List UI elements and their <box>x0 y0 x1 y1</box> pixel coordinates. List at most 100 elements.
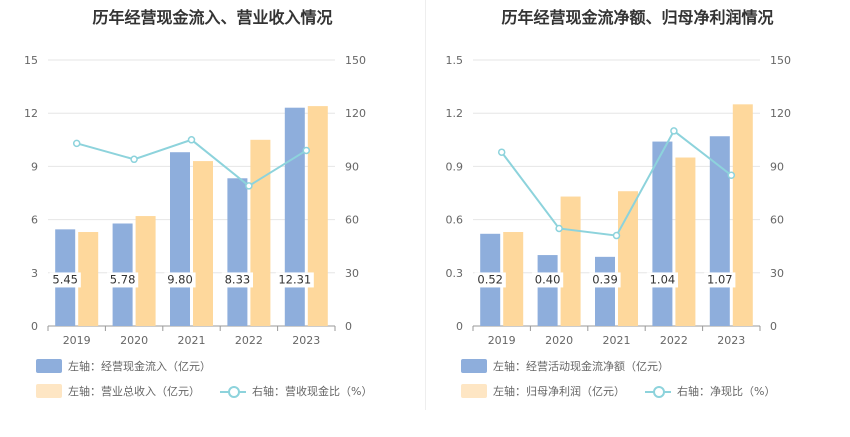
legend-swatch-bar-blue <box>36 359 62 373</box>
left-axis-tick-label: 0 <box>456 320 463 333</box>
legend-swatch-line <box>220 384 246 398</box>
ratio-line <box>76 138 307 188</box>
right-axis-tick-label: 0 <box>770 320 777 333</box>
data-label: 1.07 <box>707 272 733 286</box>
data-label: 5.78 <box>110 272 136 286</box>
x-axis-tick-label: 2023 <box>292 334 320 345</box>
data-label-background <box>164 272 196 288</box>
bar-primary <box>709 136 730 326</box>
x-axis-tick-label: 2022 <box>235 334 263 345</box>
bar-primary <box>170 152 190 326</box>
chart-plot-right: 0 0.3 0.6 0.9 1.2 1.5 0 30 60 90 120 150 2019 2020 202… <box>446 54 792 345</box>
bar-secondary <box>78 232 99 326</box>
right-axis-tick-label: 150 <box>345 54 366 67</box>
bar-primary <box>652 141 673 326</box>
data-label-background <box>589 272 621 288</box>
right-axis-tick-label: 120 <box>770 107 791 120</box>
legend-label: 右轴：营收现金比（%） <box>252 385 373 398</box>
left-axis-tick-label: 0.6 <box>446 214 464 227</box>
ratio-point <box>72 139 81 148</box>
data-label-background <box>646 272 678 288</box>
right-axis-tick-label: 30 <box>770 267 784 280</box>
bar-secondary <box>250 139 271 326</box>
legend-row-1: 左轴：经营活动现金流净额（亿元） <box>461 358 689 374</box>
legend-label: 左轴：经营活动现金流净额（亿元） <box>493 360 669 373</box>
right-axis-tick-label: 60 <box>770 214 784 227</box>
bar-primary <box>595 256 615 326</box>
legend-label: 左轴：经营现金流入（亿元） <box>68 360 211 373</box>
x-axis-tick-label: 2023 <box>717 334 745 345</box>
left-axis-tick-label: 15 <box>24 54 38 67</box>
data-label: 0.39 <box>592 272 618 286</box>
right-axis-tick-label: 90 <box>770 160 784 173</box>
left-axis-tick-label: 0.3 <box>446 267 464 280</box>
x-axis-tick-label: 2021 <box>178 334 206 345</box>
legend-item-cash-inflow[interactable]: 左轴：经营现金流入（亿元） <box>36 358 211 374</box>
right-axis-tick-label: 90 <box>345 160 359 173</box>
bar-secondary <box>732 104 753 326</box>
data-label-background <box>474 272 506 288</box>
chart-panel-left: 历年经营现金流入、营业收入情况 0 3 6 9 12 15 0 30 60 90 120 150 201… <box>24 8 392 399</box>
left-axis-tick-label: 1.5 <box>446 54 464 67</box>
x-axis-tick-label: 2020 <box>120 334 148 345</box>
legend-swatch-bar-orange <box>36 384 62 398</box>
legend-swatch-line <box>645 384 671 398</box>
chart-title: 历年经营现金流入、营业收入情况 <box>92 8 333 27</box>
ratio-point <box>497 148 506 156</box>
data-label-background <box>275 272 314 288</box>
legend-label: 右轴：净现比（%） <box>677 385 776 398</box>
ratio-point <box>727 171 736 180</box>
legend-label: 左轴：营业总收入（亿元） <box>68 385 200 398</box>
right-axis-tick-label: 120 <box>345 107 366 120</box>
data-label: 8.33 <box>225 272 251 286</box>
data-label-background <box>532 272 564 288</box>
ratio-point <box>245 182 253 190</box>
legend-swatch-bar-blue <box>461 359 487 373</box>
bar-secondary <box>193 161 213 326</box>
chart-panel-right: 历年经营现金流净额、归母净利润情况 0 0.3 0.6 0.9 1.2 1.5 0 30 60 9… <box>425 0 850 437</box>
data-label: 0.52 <box>477 272 503 286</box>
legend-item-revenue[interactable]: 左轴：营业总收入（亿元） <box>36 383 200 399</box>
data-label-background <box>49 272 81 288</box>
bar-secondary <box>675 157 696 326</box>
bar-secondary <box>135 216 156 326</box>
bar-secondary <box>618 191 638 326</box>
legend-label: 左轴：归母净利润（亿元） <box>493 385 625 398</box>
legend-item-net-profit[interactable]: 左轴：归母净利润（亿元） <box>461 383 625 399</box>
data-label: 9.80 <box>167 272 193 286</box>
data-label: 1.04 <box>650 272 676 286</box>
x-axis-tick-label: 2019 <box>488 334 516 345</box>
data-label: 5.45 <box>52 272 78 286</box>
bar-secondary <box>560 196 581 326</box>
panel-divider <box>425 0 426 410</box>
bar-primary <box>227 178 248 326</box>
ratio-point <box>130 155 138 164</box>
legend-item-cash-ratio[interactable]: 右轴：营收现金比（%） <box>220 383 372 399</box>
chart-title: 历年经营现金流净额、归母净利润情况 <box>501 8 774 27</box>
legend-swatch-bar-orange <box>461 384 487 398</box>
left-axis-tick-label: 6 <box>31 214 38 227</box>
right-axis-tick-label: 0 <box>345 320 352 333</box>
bar-primary <box>284 107 305 326</box>
legend-row-2: 左轴：归母净利润（亿元） 右轴：净现比（%） <box>461 383 795 399</box>
left-axis-tick-label: 12 <box>24 107 38 120</box>
ratio-point <box>302 146 311 155</box>
ratio-point <box>612 231 621 240</box>
legend-row-2: 左轴：营业总收入（亿元） 右轴：营收现金比（%） <box>36 383 392 399</box>
right-axis-tick-label: 60 <box>345 214 359 227</box>
bar-secondary <box>503 232 524 326</box>
right-axis-tick-label: 30 <box>345 267 359 280</box>
ratio-point <box>555 224 563 233</box>
data-label: 12.31 <box>278 272 311 286</box>
data-label-background <box>221 272 253 288</box>
legend-item-net-cash-flow[interactable]: 左轴：经营活动现金流净额（亿元） <box>461 358 669 374</box>
legend-row-1: 左轴：经营现金流入（亿元） <box>36 358 231 374</box>
ratio-point <box>187 136 196 144</box>
data-label-background <box>704 272 736 288</box>
data-label: 0.40 <box>535 272 561 286</box>
left-axis-tick-label: 3 <box>31 267 38 280</box>
x-axis-tick-label: 2021 <box>603 334 631 345</box>
legend-item-net-cash-ratio[interactable]: 右轴：净现比（%） <box>645 383 775 399</box>
x-axis-tick-label: 2022 <box>660 334 688 345</box>
